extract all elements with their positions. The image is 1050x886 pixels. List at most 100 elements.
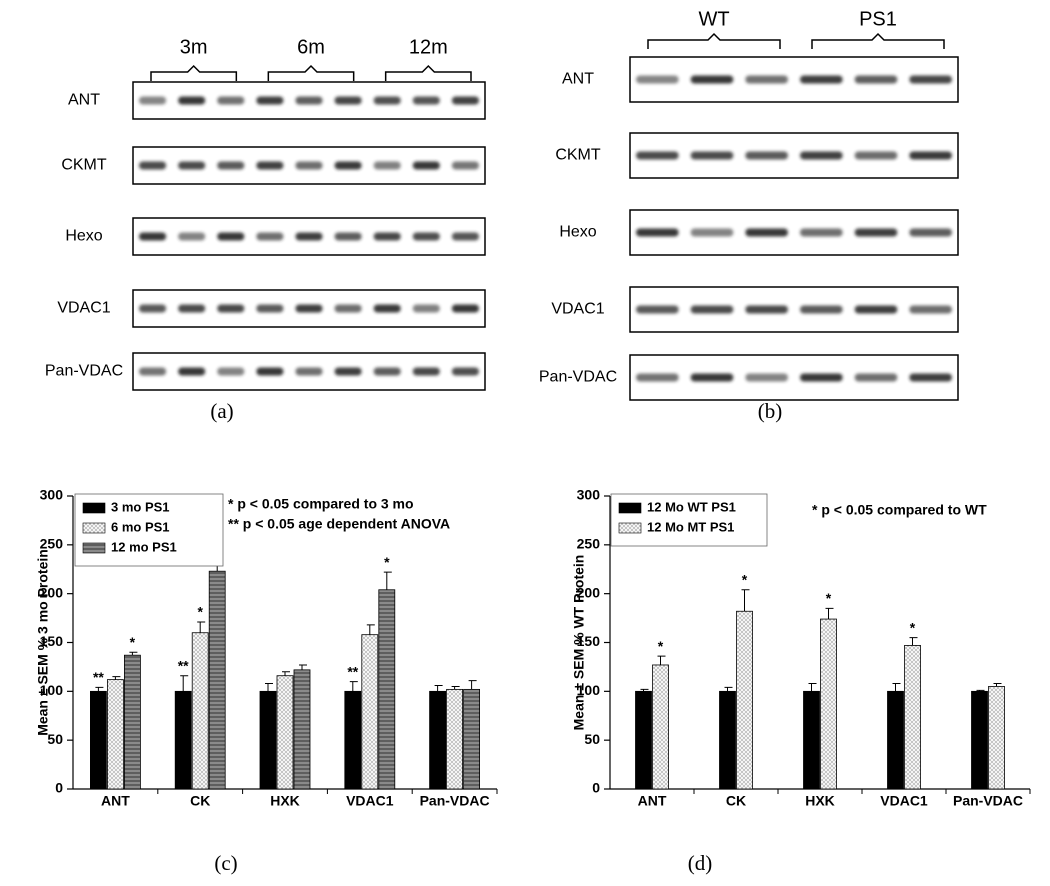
y-tick-label: 50 [47,731,63,747]
blot-band [139,304,167,313]
significance-label: * [130,634,136,650]
blot-band [800,228,843,237]
legend-swatch [82,522,106,534]
blot-band [412,232,440,241]
y-axis-label: Mean ± SEM % WT Protein [571,555,587,731]
bar [276,675,294,790]
bar [344,690,362,790]
legend-swatch [82,502,106,514]
blot-band [256,232,284,241]
blot-frame [629,286,959,333]
error-bar [434,684,443,692]
y-tick-label: 0 [55,780,63,796]
significance-label: * [910,619,916,635]
group-label: 12m [409,36,448,58]
blot-band [295,96,323,105]
error-bar [282,671,290,676]
annotation: ** p < 0.05 age dependent ANOVA [228,516,450,532]
bracket [384,64,472,81]
blot-band [217,161,245,170]
blot-band [690,228,734,237]
blot-band [451,161,479,170]
blot-row-label: CKMT [555,147,601,164]
y-tick-label: 200 [577,584,601,600]
blot-band [690,75,734,84]
significance-label: ** [178,657,189,673]
blot-row-label: Hexo [65,228,102,245]
blot-band [636,75,679,84]
blot-band [334,367,362,376]
y-axis-label: Mean ± SEM % 3 mo Protein [35,549,51,736]
blot-band [217,367,245,376]
x-tick-label: CK [726,793,746,809]
blot-band [451,367,479,376]
bar [378,589,396,790]
significance-label: ** [347,663,358,679]
bar [803,690,820,790]
significance-label: ** [93,669,104,685]
blot-band [217,96,245,105]
blot-band [295,367,323,376]
annotation: * p < 0.05 compared to WT [812,502,987,518]
blot-band [295,161,323,170]
error-bar [976,689,985,692]
bar [635,690,652,790]
blot-band [854,373,898,382]
legend-swatch [618,522,642,534]
error-bar [349,681,358,692]
blot-band [909,373,952,382]
blot-band [373,367,401,376]
blot-band [295,232,323,241]
blot-band [690,151,734,160]
bar [361,634,379,790]
blot-band [217,232,245,241]
blot-band [373,96,401,105]
x-tick-label: ANT [638,793,667,809]
x-tick-label: HXK [805,793,835,809]
bar [293,669,311,790]
blot-band [745,151,788,160]
blot-band [256,161,284,170]
blot-band [690,373,734,382]
error-bar [180,675,189,692]
blot-band [373,304,401,313]
x-tick-label: VDAC1 [880,793,928,809]
blot-band [178,304,206,313]
group-label: 3m [180,36,208,58]
bar [463,688,481,790]
blot-row-label: Pan-VDAC [539,369,617,386]
bar [124,654,141,790]
legend-swatch [618,502,642,514]
panel-label: (d) [688,851,713,875]
y-tick-label: 0 [592,780,600,796]
blot-row-label: ANT [68,92,100,109]
blot-row-label: ANT [562,71,594,88]
error-bar [95,686,104,692]
blot-row-label: Hexo [559,224,596,241]
y-tick-label: 150 [40,633,64,649]
blot-band [139,367,167,376]
blot-band [800,305,843,314]
blot-band [854,228,898,237]
bar [719,690,736,790]
blot-band [412,304,440,313]
x-tick-label: VDAC1 [346,793,394,809]
blot-band [800,373,843,382]
blot-band [139,161,167,170]
error-bar [468,680,477,690]
bar [107,679,124,790]
bar [971,690,988,790]
blot-row-label: Pan-VDAC [45,363,123,380]
blot-band [373,161,401,170]
blot-frame [629,56,959,103]
bracket [267,64,355,81]
blot-band [745,373,788,382]
blot-band [334,161,362,170]
legend-label: 12 Mo WT PS1 [647,499,736,514]
panel-label: (b) [758,399,783,423]
y-tick-label: 300 [577,487,601,503]
blot-band [745,305,788,314]
bar [988,686,1005,790]
x-tick-label: Pan-VDAC [953,793,1023,809]
blot-band [909,305,952,314]
